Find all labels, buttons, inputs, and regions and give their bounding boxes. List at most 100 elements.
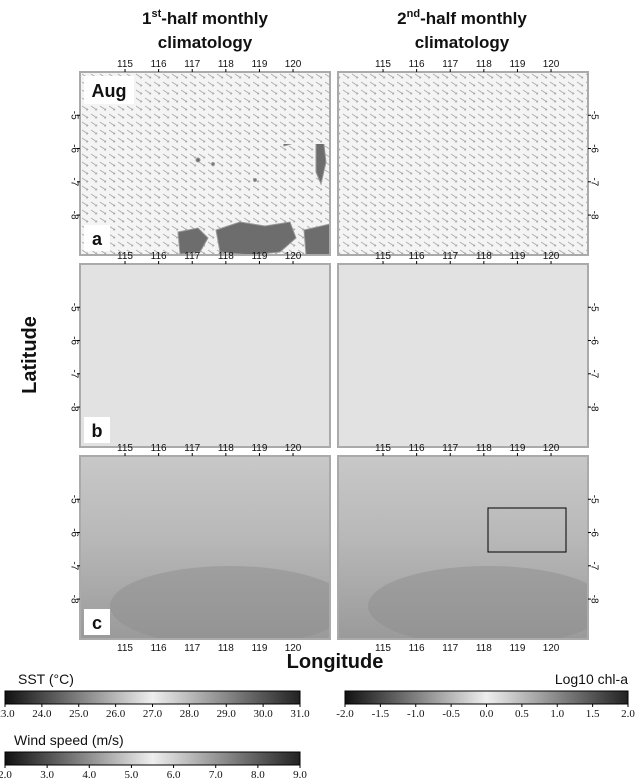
map-panel: 115115116116117117118118119119120120-5-6… <box>68 443 350 654</box>
colorbar-tick-label: 29.0 <box>217 708 237 720</box>
lat-tick-label: -7 <box>588 369 599 378</box>
title-text: -half monthly <box>420 9 527 28</box>
colorbar-tick-label: 5.0 <box>125 769 139 781</box>
colorbar-tick-label: 8.0 <box>251 769 265 781</box>
lon-tick-label: 116 <box>409 443 425 454</box>
lon-tick-label: 120 <box>285 251 302 262</box>
lat-tick-label: -6 <box>68 144 79 153</box>
lon-tick-label: 115 <box>117 643 133 654</box>
lat-tick-label: -6 <box>68 528 79 537</box>
colorbar-tick-label: -0.5 <box>442 708 460 720</box>
map-panel: 115115116116117117118118119119120120-5-6… <box>338 443 608 654</box>
lon-tick-label: 117 <box>184 643 200 654</box>
colorbar-tick-label: 6.0 <box>167 769 181 781</box>
lon-tick-label: 115 <box>117 443 133 454</box>
month-label: Aug <box>92 81 127 101</box>
colorbar-tick-label: -1.0 <box>407 708 425 720</box>
lon-tick-label: 115 <box>375 443 391 454</box>
lon-tick-label: 119 <box>509 59 525 70</box>
colorbar-title: Wind speed (m/s) <box>14 732 124 748</box>
lon-tick-label: 119 <box>251 643 267 654</box>
figure: 1st-half monthlyclimatology2nd-half mont… <box>0 0 640 783</box>
lon-tick-label: 119 <box>251 443 267 454</box>
x-axis-label: Longitude <box>287 651 384 673</box>
lat-tick-label: -6 <box>68 336 79 345</box>
map-background <box>338 72 588 255</box>
lon-tick-label: 118 <box>476 443 492 454</box>
map-panel: 115116117118119120-5-6-7-8b <box>68 251 330 447</box>
lon-tick-label: 115 <box>375 251 391 262</box>
map-background <box>80 264 330 447</box>
map-panel: 115116117118119120-5-6-7-8 <box>338 59 599 255</box>
colorbar-title: Log10 chl-a <box>555 671 628 687</box>
lon-tick-label: 118 <box>218 643 234 654</box>
lat-tick-label: -8 <box>588 403 599 412</box>
title-superscript: st <box>151 8 161 20</box>
lon-tick-label: 120 <box>543 643 560 654</box>
colorbar-tick-label: 2.0 <box>621 708 635 720</box>
lat-tick-label: -7 <box>68 561 79 570</box>
y-axis-label: Latitude <box>19 316 41 394</box>
lat-tick-label: -6 <box>588 336 599 345</box>
lat-tick-label: -7 <box>68 177 79 186</box>
lon-tick-label: 116 <box>409 251 425 262</box>
lon-tick-label: 117 <box>442 251 458 262</box>
colorbar-tick-label: 4.0 <box>82 769 96 781</box>
colorbar <box>345 691 628 704</box>
colorbar-tick-label: 0.5 <box>515 708 529 720</box>
colorbar-tick-label: -2.0 <box>336 708 354 720</box>
colorbar-tick-label: 2.0 <box>0 769 12 781</box>
lon-tick-label: 117 <box>184 59 200 70</box>
lon-tick-label: 116 <box>409 643 425 654</box>
lon-tick-label: 117 <box>184 443 200 454</box>
lon-tick-label: 119 <box>509 443 525 454</box>
colorbar-tick-label: 7.0 <box>209 769 223 781</box>
lat-tick-label: -6 <box>588 144 599 153</box>
map-background <box>338 264 588 447</box>
lon-tick-label: 117 <box>442 643 458 654</box>
lon-tick-label: 115 <box>375 59 391 70</box>
lon-tick-label: 117 <box>442 443 458 454</box>
panel-label: c <box>92 613 102 633</box>
lat-tick-label: -8 <box>68 595 79 604</box>
lat-tick-label: -5 <box>68 495 79 504</box>
lat-tick-label: -8 <box>68 403 79 412</box>
panel-label: b <box>92 421 103 441</box>
lon-tick-label: 118 <box>476 643 492 654</box>
lon-tick-label: 116 <box>151 443 167 454</box>
colorbar-tick-label: 25.0 <box>69 708 89 720</box>
lon-tick-label: 120 <box>543 59 560 70</box>
colorbar-tick-label: 27.0 <box>143 708 163 720</box>
lat-tick-label: -7 <box>588 561 599 570</box>
lon-tick-label: 116 <box>151 251 167 262</box>
title-text: -half monthly <box>161 9 268 28</box>
lon-tick-label: 117 <box>442 59 458 70</box>
lon-tick-label: 119 <box>251 251 267 262</box>
lat-tick-label: -8 <box>68 211 79 220</box>
lon-tick-label: 116 <box>409 59 425 70</box>
lat-tick-label: -5 <box>68 111 79 120</box>
lon-tick-label: 120 <box>543 251 560 262</box>
title-superscript: nd <box>407 8 420 20</box>
lat-tick-label: -5 <box>588 111 599 120</box>
colorbar-tick-label: 28.0 <box>180 708 200 720</box>
lon-tick-label: 118 <box>218 443 234 454</box>
lat-tick-label: -5 <box>68 303 79 312</box>
title-number: 1 <box>142 9 151 28</box>
lon-tick-label: 118 <box>476 59 492 70</box>
colorbar-tick-label: 23.0 <box>0 708 15 720</box>
colorbar-tick-label: 1.0 <box>550 708 564 720</box>
map-shade <box>110 566 350 646</box>
colorbar-tick-label: 3.0 <box>40 769 54 781</box>
lon-tick-label: 118 <box>476 251 492 262</box>
column-title: 2nd-half monthly <box>397 8 527 28</box>
lat-tick-label: -8 <box>588 595 599 604</box>
lon-tick-label: 118 <box>218 251 234 262</box>
colorbar-title: SST (°C) <box>18 671 74 687</box>
lon-tick-label: 116 <box>151 59 167 70</box>
colorbar-tick-label: 31.0 <box>290 708 310 720</box>
colorbar <box>5 691 300 704</box>
